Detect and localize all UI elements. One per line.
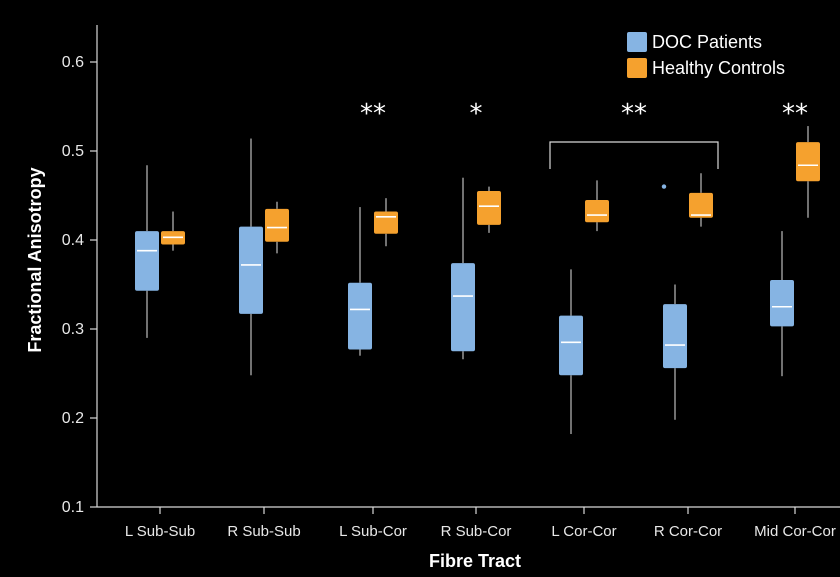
significance-marker: ** bbox=[621, 99, 647, 129]
significance-marker: * bbox=[470, 99, 483, 129]
box-iqr bbox=[770, 280, 794, 327]
box-iqr bbox=[796, 142, 820, 182]
box-control-0 bbox=[161, 211, 185, 251]
y-ticks: 0.1 0.2 0.3 0.4 0.5 0.6 bbox=[62, 54, 97, 516]
box-doc-5 bbox=[663, 284, 687, 420]
box-doc-3 bbox=[451, 177, 475, 360]
x-tick-label: L Cor-Cor bbox=[551, 523, 616, 540]
box-control-3 bbox=[477, 186, 501, 233]
box-iqr bbox=[451, 263, 475, 352]
y-tick-label: 0.3 bbox=[62, 321, 84, 338]
x-tick-label: R Cor-Cor bbox=[654, 523, 722, 540]
box-control-1 bbox=[265, 201, 289, 254]
box-doc-4 bbox=[559, 269, 583, 435]
box-control-4 bbox=[585, 180, 609, 232]
box-iqr bbox=[265, 208, 289, 242]
y-tick-label: 0.6 bbox=[62, 54, 84, 71]
boxes bbox=[135, 126, 820, 435]
outlier-point bbox=[661, 184, 667, 189]
box-iqr bbox=[559, 315, 583, 376]
legend-label: Healthy Controls bbox=[652, 58, 785, 78]
box-iqr bbox=[239, 226, 263, 314]
box-iqr bbox=[477, 191, 501, 225]
x-tick-label: L Sub-Cor bbox=[339, 523, 407, 540]
x-tick-label: R Sub-Cor bbox=[441, 523, 512, 540]
box-iqr bbox=[585, 199, 609, 223]
y-tick-label: 0.4 bbox=[62, 232, 84, 249]
box-iqr bbox=[348, 282, 372, 350]
legend-swatch bbox=[627, 58, 647, 78]
legend-label: DOC Patients bbox=[652, 32, 762, 52]
box-control-2 bbox=[374, 198, 398, 247]
x-tick-label: R Sub-Sub bbox=[227, 523, 300, 540]
x-axis-title: Fibre Tract bbox=[429, 551, 521, 571]
y-tick-label: 0.1 bbox=[62, 499, 84, 516]
box-iqr bbox=[663, 304, 687, 369]
legend-swatch bbox=[627, 32, 647, 52]
box-doc-1 bbox=[239, 138, 263, 376]
box-iqr bbox=[135, 231, 159, 291]
significance-marker: ** bbox=[360, 99, 386, 129]
box-doc-2 bbox=[348, 207, 372, 356]
significance-bracket bbox=[549, 141, 719, 169]
box-doc-0 bbox=[135, 165, 159, 338]
y-tick-label: 0.5 bbox=[62, 143, 84, 160]
box-doc-6 bbox=[770, 231, 794, 377]
box-control-6 bbox=[796, 126, 820, 218]
axes bbox=[96, 25, 840, 508]
box-iqr bbox=[374, 211, 398, 234]
significance-annotations: ** * ** ** bbox=[360, 99, 808, 169]
y-axis-title: Fractional Anisotropy bbox=[25, 167, 45, 352]
x-tick-label: L Sub-Sub bbox=[125, 523, 195, 540]
x-tick-label: Mid Cor-Cor bbox=[754, 523, 836, 540]
significance-marker: ** bbox=[782, 99, 808, 129]
legend: DOC Patients Healthy Controls bbox=[627, 32, 785, 78]
box-control-5 bbox=[689, 173, 713, 227]
x-ticks: L Sub-Sub R Sub-Sub L Sub-Cor R Sub-Cor L Co… bbox=[125, 507, 836, 540]
y-tick-label: 0.2 bbox=[62, 410, 84, 427]
box-iqr bbox=[689, 192, 713, 218]
